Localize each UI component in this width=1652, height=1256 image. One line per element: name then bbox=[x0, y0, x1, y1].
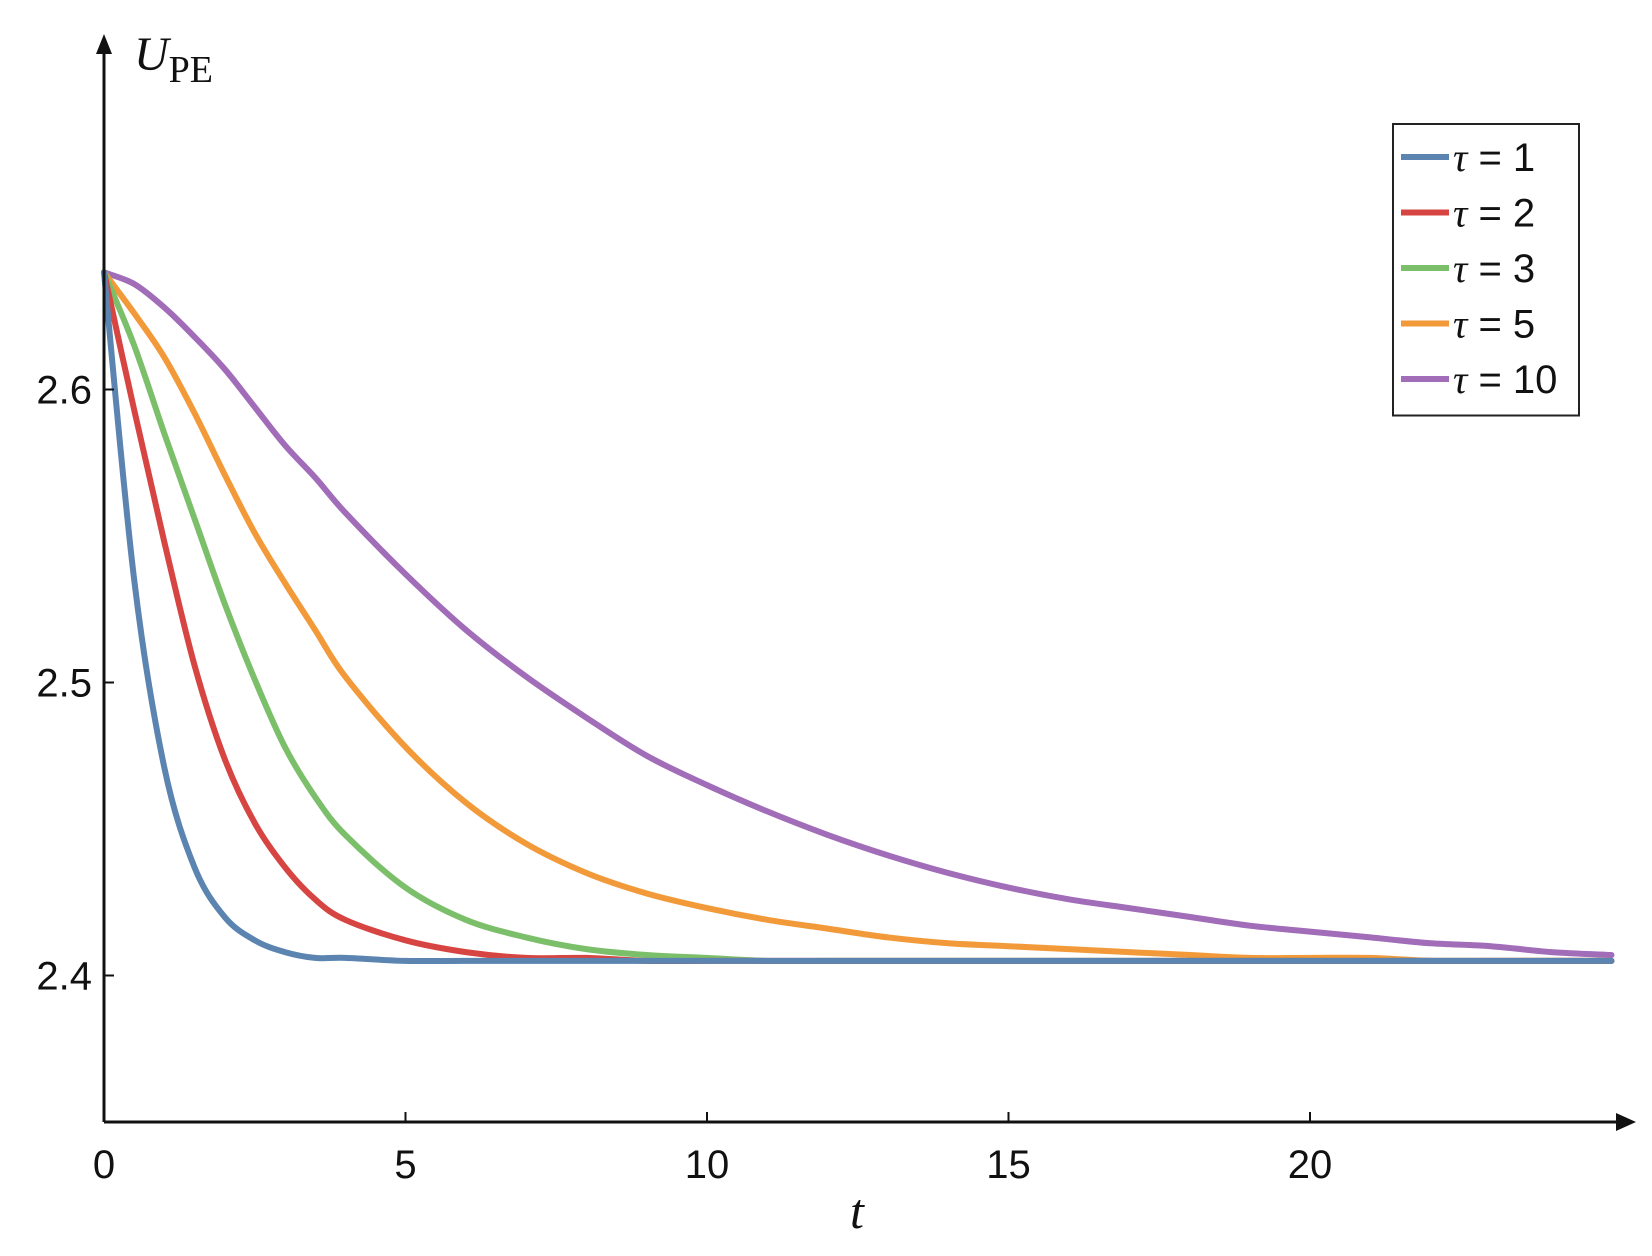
series-line-tau-3 bbox=[101, 269, 1615, 965]
legend-label: τ = 2 bbox=[1453, 191, 1535, 236]
x-tick-label: 15 bbox=[986, 1143, 1031, 1187]
x-tick-label: 10 bbox=[685, 1143, 730, 1187]
legend: τ = 1τ = 2τ = 3τ = 5τ = 10 bbox=[1392, 123, 1580, 417]
y-axis-arrow bbox=[96, 34, 112, 54]
legend-equals: = bbox=[1467, 303, 1513, 347]
legend-tau-symbol: τ bbox=[1453, 135, 1469, 180]
legend-equals: = bbox=[1467, 358, 1513, 402]
y-tick-label: 2.4 bbox=[36, 955, 92, 999]
legend-label: τ = 1 bbox=[1453, 135, 1535, 180]
legend-tau-symbol: τ bbox=[1453, 246, 1469, 291]
series-line-tau-10 bbox=[101, 269, 1615, 958]
series-line-tau-2 bbox=[101, 269, 1615, 965]
x-tick-label: 5 bbox=[394, 1143, 416, 1187]
series-line-tau-5 bbox=[101, 269, 1615, 965]
legend-equals: = bbox=[1467, 247, 1513, 291]
y-tick-label: 2.5 bbox=[36, 662, 92, 706]
legend-value: 10 bbox=[1513, 358, 1558, 402]
legend-value: 3 bbox=[1513, 247, 1535, 291]
y-tick-label: 2.6 bbox=[36, 369, 92, 413]
legend-tau-symbol: τ bbox=[1453, 302, 1469, 347]
x-axis-arrow bbox=[1616, 1113, 1636, 1131]
ticks-layer: 0 5 10 15 20 2.4 2.5 2.6 bbox=[36, 369, 1332, 1188]
legend-equals: = bbox=[1467, 136, 1513, 180]
legend-value: 5 bbox=[1513, 303, 1535, 347]
axes-layer: 0 5 10 15 202.42.52.6 t UPE bbox=[36, 28, 1636, 1239]
x-tick-label: 0 bbox=[93, 1143, 115, 1187]
legend-label: τ = 3 bbox=[1453, 246, 1535, 291]
legend-tau-symbol: τ bbox=[1453, 191, 1469, 236]
y-axis-title-main: U bbox=[134, 28, 172, 81]
x-tick-label: 20 bbox=[1288, 1143, 1333, 1187]
legend-tau-symbol: τ bbox=[1453, 357, 1469, 402]
legend-value: 2 bbox=[1513, 192, 1535, 236]
series-line-tau-1 bbox=[101, 269, 1615, 965]
y-axis-title-subscript: PE bbox=[169, 49, 213, 91]
legend-label: τ = 10 bbox=[1453, 357, 1557, 402]
legend-equals: = bbox=[1467, 192, 1513, 236]
legend-label: τ = 5 bbox=[1453, 302, 1535, 347]
y-axis-title: UPE bbox=[134, 28, 213, 91]
x-axis-title: t bbox=[850, 1183, 865, 1239]
series-layer bbox=[101, 269, 1615, 965]
legend-value: 1 bbox=[1513, 136, 1535, 180]
